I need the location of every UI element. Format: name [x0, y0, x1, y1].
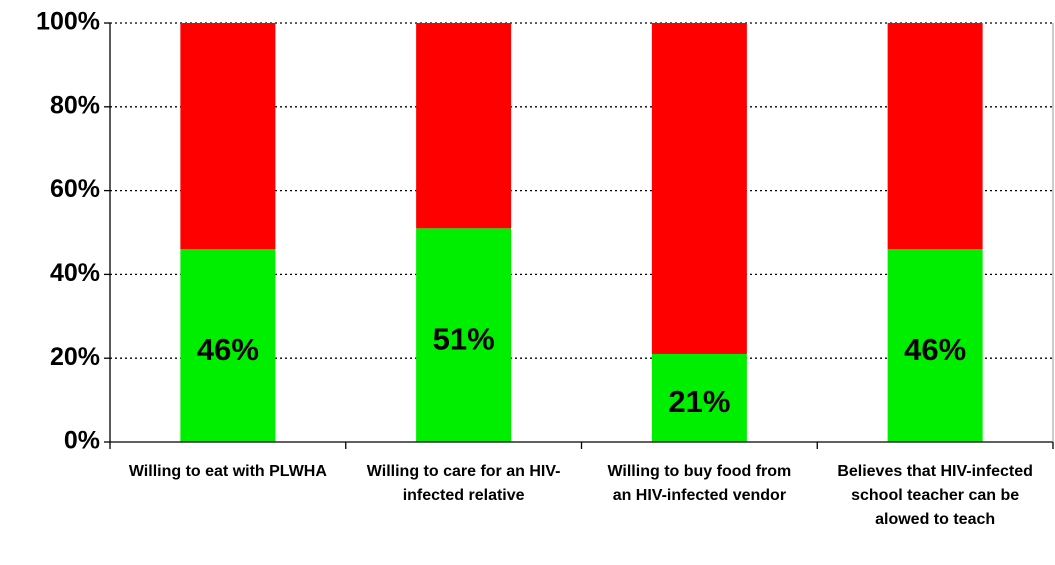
y-tick-label: 80%	[50, 91, 100, 119]
y-tick-label: 60%	[50, 175, 100, 203]
bar-segment	[416, 23, 512, 229]
bar-segment	[651, 354, 747, 442]
bar-segment	[180, 23, 276, 250]
value-label: 21%	[668, 384, 730, 419]
y-tick-label: 40%	[50, 259, 100, 287]
bar-segment	[651, 23, 747, 355]
y-tick-label: 0%	[64, 427, 100, 455]
bar-segment	[887, 249, 983, 442]
value-label: 51%	[433, 321, 495, 356]
y-tick-label: 20%	[50, 343, 100, 371]
x-tick-label: Willing to buy food from an HIV-infected…	[607, 463, 792, 504]
x-tick-label: Willing to eat with PLWHA	[128, 463, 327, 480]
x-tick-label: Believes that HIV-infected school teache…	[837, 463, 1033, 528]
bar-segment	[180, 249, 276, 442]
x-tick-label: Willing to care for an HIV-infected rela…	[366, 463, 561, 504]
y-tick-label: 100%	[36, 8, 100, 36]
bar-segment	[416, 228, 512, 442]
bar-segment	[887, 23, 983, 250]
value-label: 46%	[904, 332, 966, 367]
value-label: 46%	[197, 332, 259, 367]
